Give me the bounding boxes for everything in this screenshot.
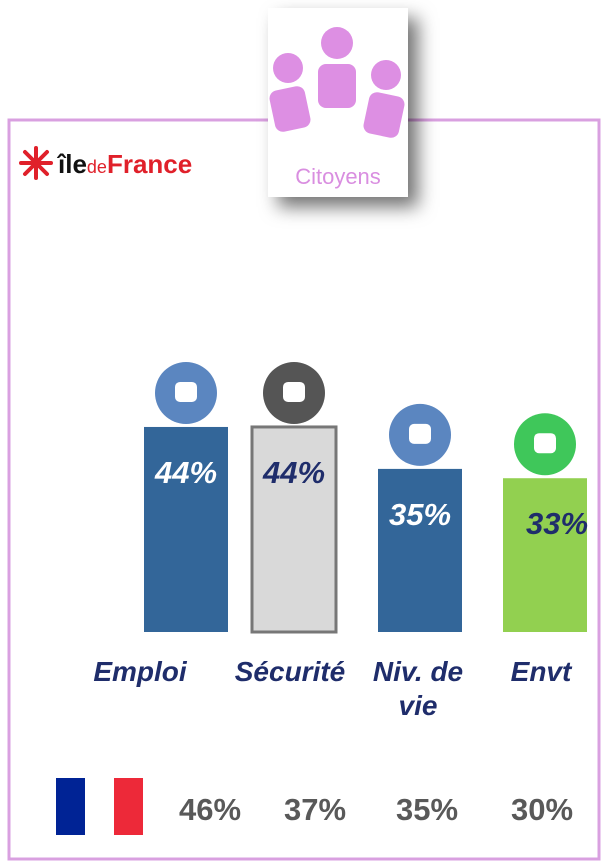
value-label: 35% [389, 497, 451, 532]
badge-label: Citoyens [295, 164, 381, 189]
flag-red [114, 778, 143, 835]
bar-icon [514, 413, 576, 476]
icon-glyph [534, 433, 556, 454]
logo-de: de [87, 157, 107, 177]
national-value: 35% [396, 792, 458, 827]
category-label: Envt [510, 656, 572, 687]
national-value: 37% [284, 792, 346, 827]
flag-blue [56, 778, 85, 835]
logo-star [19, 146, 53, 180]
logo: îledeFrance [56, 149, 192, 179]
icon-glyph [175, 381, 197, 402]
value-label: 33% [526, 506, 588, 541]
bar [250, 425, 338, 634]
national-value: 46% [179, 792, 241, 827]
category-label: Niv. de vie [372, 656, 464, 721]
icon-glyph [283, 381, 305, 402]
flag-white [85, 778, 114, 835]
bar-icon [155, 361, 217, 424]
icon-glyph [409, 423, 431, 444]
category-label: Sécurité [234, 656, 346, 687]
logo-france: France [107, 149, 192, 179]
national-value: 30% [511, 792, 573, 827]
value-label: 44% [262, 455, 325, 490]
bar-icon [389, 403, 451, 466]
bar [503, 478, 587, 632]
logo-ile: île [56, 149, 87, 179]
category-label: Emploi [93, 656, 187, 687]
bar [378, 468, 462, 632]
bar-icon [263, 361, 325, 424]
value-label: 44% [154, 455, 217, 490]
bar [144, 426, 228, 632]
badge-icon [269, 27, 405, 138]
